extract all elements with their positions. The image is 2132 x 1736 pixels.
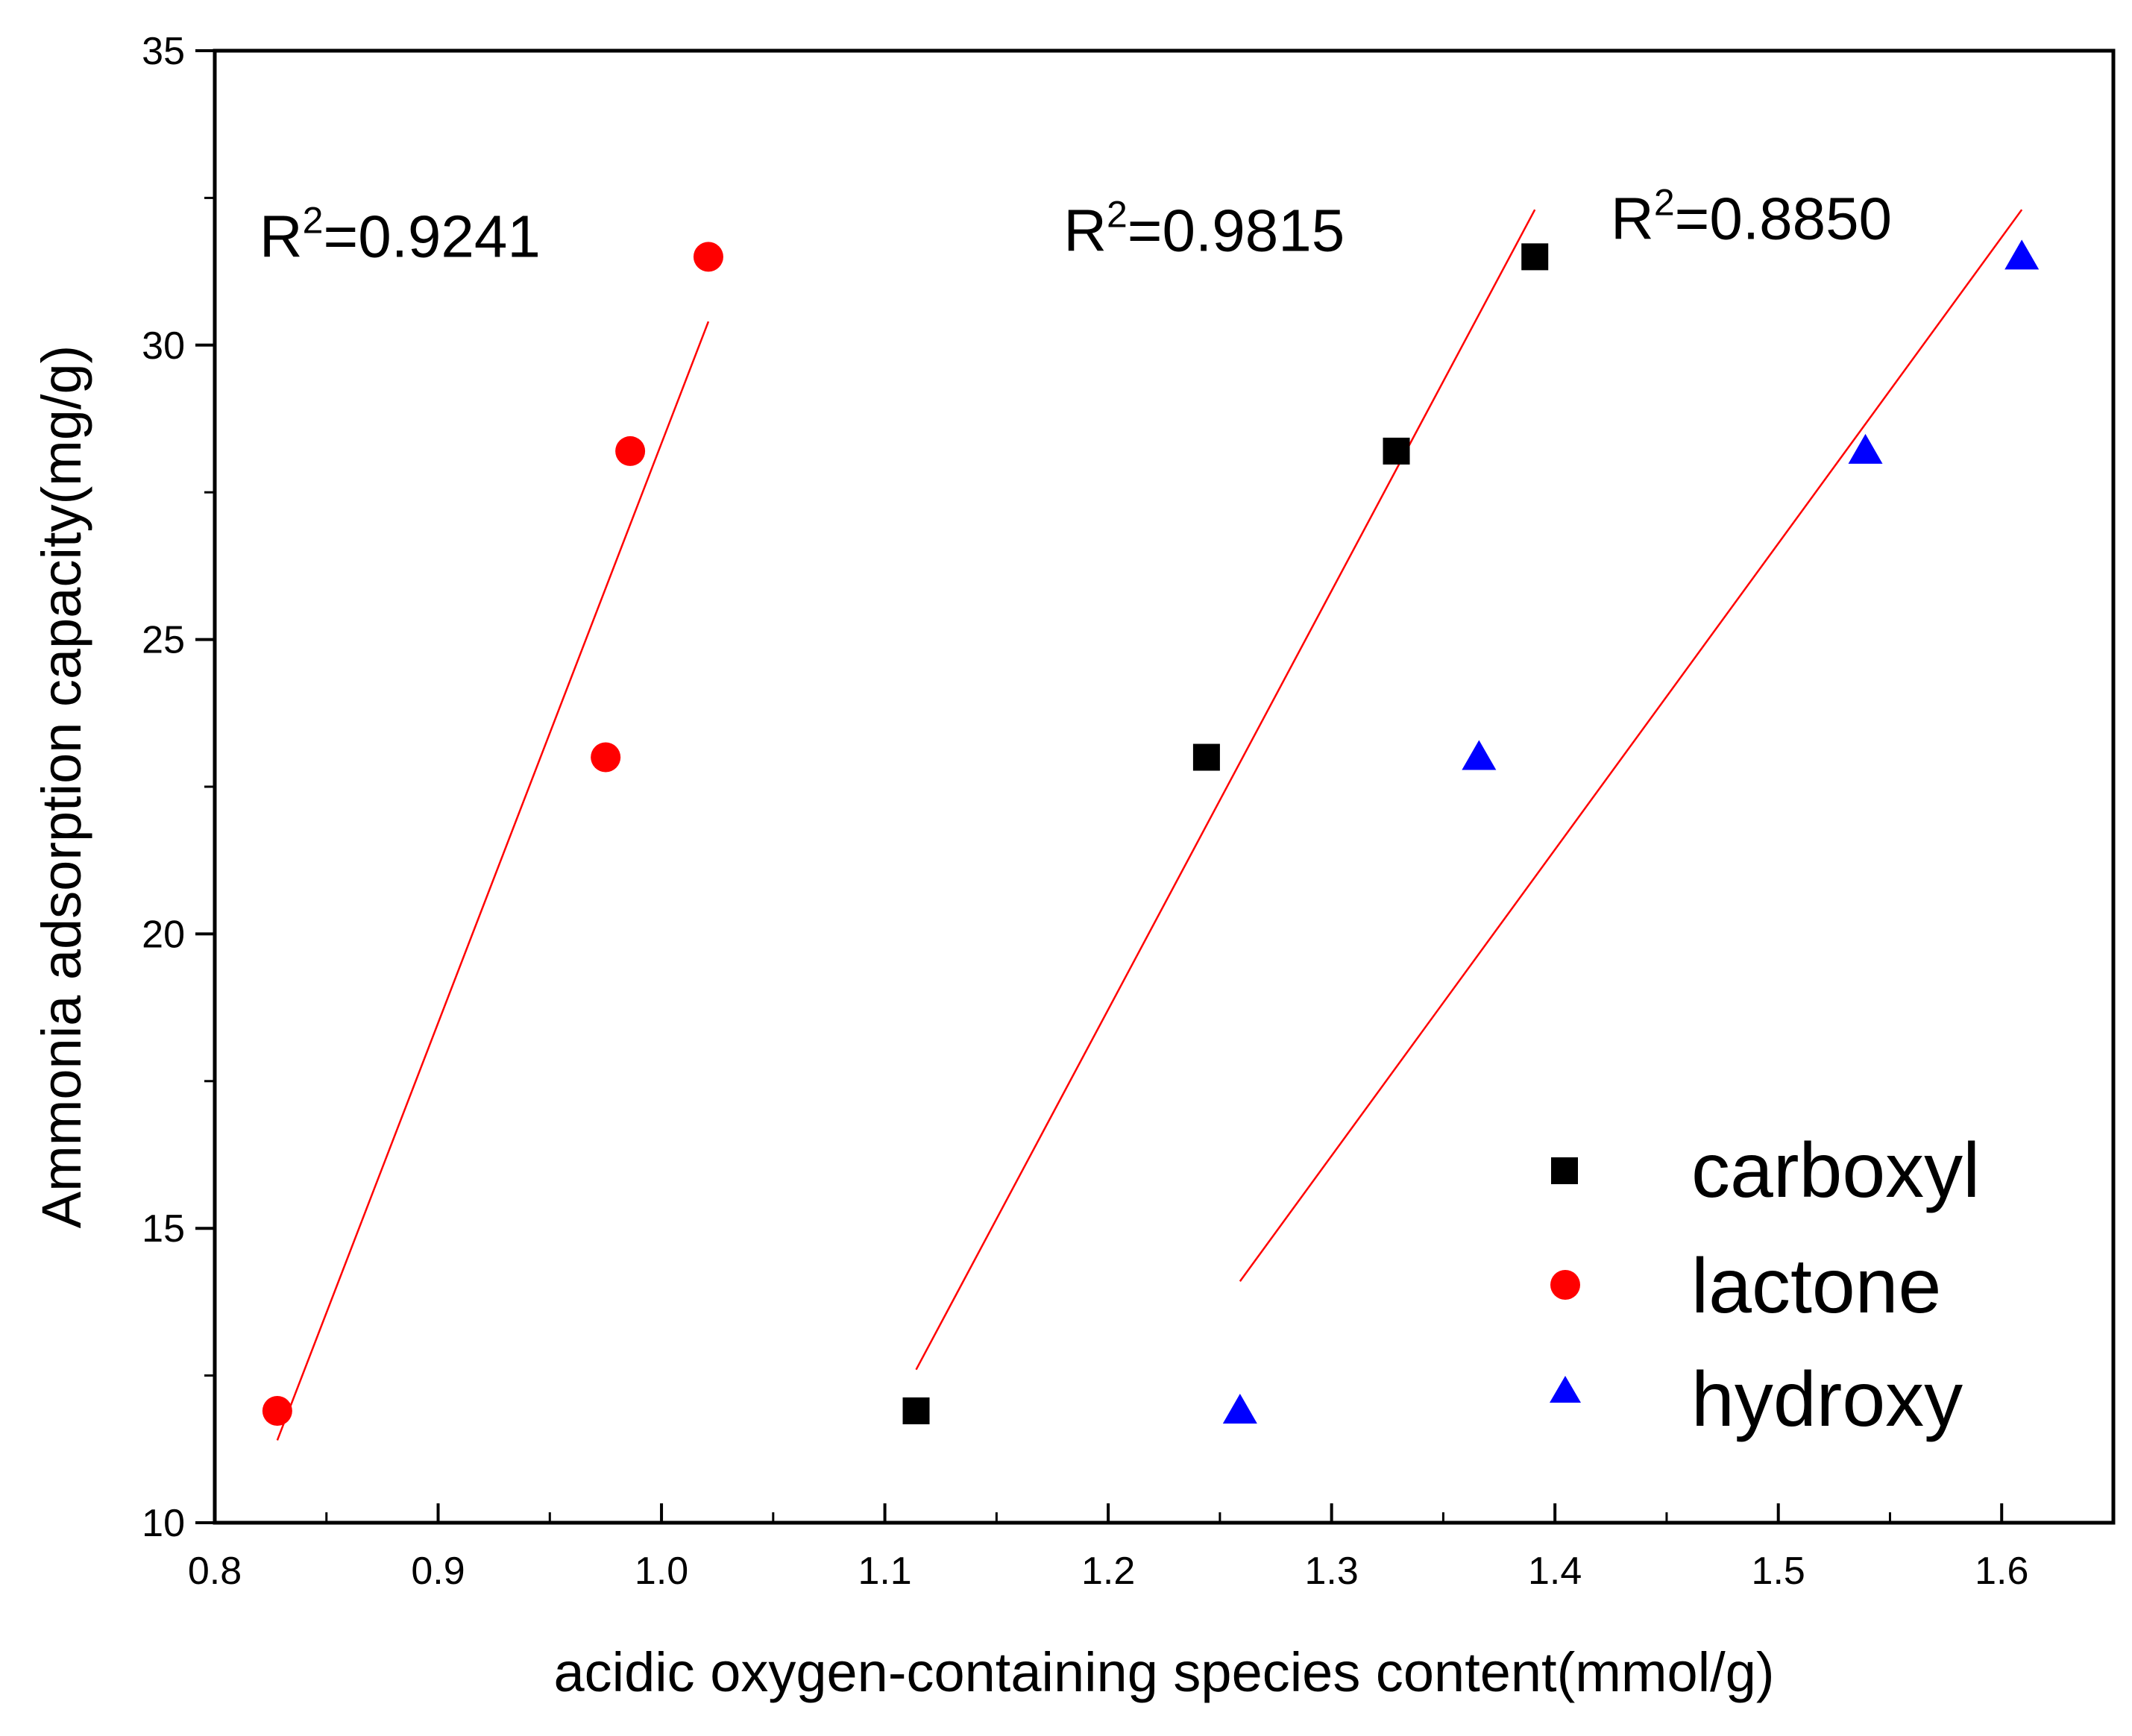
y-axis-title: Ammonia adsorption capacity(mg/g)	[31, 345, 92, 1229]
point-carboxyl	[1521, 243, 1549, 271]
y-tick-label: 15	[142, 1207, 185, 1251]
x-tick-label: 0.9	[411, 1550, 465, 1593]
point-hydroxy	[1848, 433, 1883, 464]
y-tick-label: 30	[142, 324, 185, 368]
fit-line-hydroxy	[1239, 209, 2023, 1283]
legend-marker-lactone	[1550, 1270, 1580, 1300]
r-squared-label: R2=0.8850	[1611, 182, 1892, 252]
point-lactone	[693, 242, 723, 272]
y-tick-label: 35	[142, 30, 185, 73]
plot-area	[215, 51, 2113, 1523]
x-tick-label: 1.3	[1304, 1550, 1358, 1593]
x-tick-label: 1.5	[1752, 1550, 1805, 1593]
r-squared-label: R2=0.9815	[1063, 193, 1345, 263]
x-tick-label: 1.1	[858, 1550, 911, 1593]
point-carboxyl	[902, 1397, 930, 1424]
y-tick-label: 25	[142, 619, 185, 662]
x-tick-label: 0.8	[188, 1550, 242, 1593]
legend: carboxyl lactone hydroxy	[1550, 1128, 1980, 1443]
x-tick-label: 1.2	[1081, 1550, 1135, 1593]
point-carboxyl	[1192, 743, 1220, 771]
legend-label-lactone: lactone	[1691, 1243, 1941, 1330]
point-hydroxy	[2004, 239, 2040, 270]
point-hydroxy	[1462, 740, 1497, 770]
x-tick-label: 1.4	[1528, 1550, 1582, 1593]
y-tick-label: 20	[142, 913, 185, 956]
legend-label-carboxyl: carboxyl	[1691, 1128, 1980, 1214]
data-markers	[262, 239, 2040, 1426]
x-axis-title: acidic oxygen-containing species content…	[553, 1641, 1774, 1703]
fit-line-carboxyl	[915, 209, 1536, 1371]
legend-label-hydroxy: hydroxy	[1691, 1356, 1963, 1443]
point-lactone	[591, 742, 621, 773]
plot-frame	[213, 48, 2116, 1525]
x-tick-label: 1.6	[1975, 1550, 2028, 1593]
point-lactone	[615, 435, 646, 466]
fit-line-lactone	[276, 321, 710, 1441]
legend-marker-hydroxy	[1550, 1376, 1581, 1403]
legend-marker-carboxyl	[1551, 1157, 1578, 1184]
tick-labels: 0.8 0.9 1.0 1.1 1.2 1.3 1.4 1.5 1.6 10 15 20 25 30 35	[142, 30, 2028, 1593]
r-squared-annotations: R2=0.9241 R2=0.9815 R2=0.8850	[260, 182, 1892, 270]
point-hydroxy	[1222, 1393, 1257, 1424]
fit-lines	[276, 209, 2023, 1441]
point-carboxyl	[1383, 437, 1410, 465]
x-tick-label: 1.0	[635, 1550, 688, 1593]
point-lactone	[262, 1395, 292, 1426]
y-tick-label: 10	[142, 1502, 185, 1545]
r-squared-label: R2=0.9241	[260, 199, 541, 269]
